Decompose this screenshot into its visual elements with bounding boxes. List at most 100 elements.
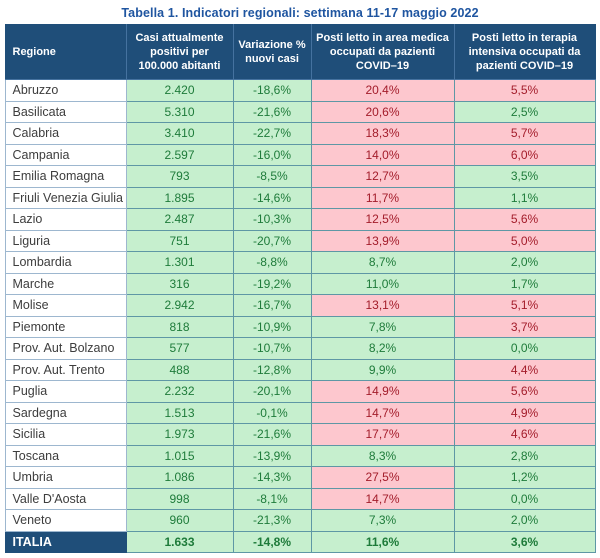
- value-cell-terapia-intensiva: 0,0%: [453, 487, 596, 510]
- region-name: Veneto: [4, 509, 127, 532]
- value-cell-terapia-intensiva: 1,7%: [453, 272, 596, 295]
- value-cell-casi: 1.301: [125, 251, 234, 274]
- value-cell-terapia-intensiva: 5,0%: [453, 229, 596, 252]
- table-title: Tabella 1. Indicatori regionali: settima…: [121, 6, 479, 20]
- value-cell-terapia-intensiva: 3,5%: [453, 165, 596, 188]
- regional-indicators-table: Regione Casi attualmente positivi per 100…: [4, 24, 596, 553]
- value-cell-area-medica: 11,0%: [310, 272, 455, 295]
- table-row: Valle D'Aosta 998 -8,1% 14,7% 0,0%: [4, 487, 596, 510]
- value-cell-variazione: -8,5%: [232, 165, 312, 188]
- value-cell-variazione: -8,8%: [232, 251, 312, 274]
- value-cell-terapia-intensiva: 5,1%: [453, 294, 596, 317]
- table-row: Umbria 1.086 -14,3% 27,5% 1,2%: [4, 466, 596, 489]
- value-cell-area-medica: 9,9%: [310, 358, 455, 381]
- value-cell-terapia-intensiva: 4,6%: [453, 423, 596, 446]
- value-cell-casi: 793: [125, 165, 234, 188]
- table-row: Prov. Aut. Trento 488 -12,8% 9,9% 4,4%: [4, 358, 596, 381]
- table-row: Molise 2.942 -16,7% 13,1% 5,1%: [4, 294, 596, 317]
- value-cell-terapia-intensiva: 6,0%: [453, 143, 596, 166]
- value-cell-terapia-intensiva: 4,4%: [453, 358, 596, 381]
- table-row: Campania 2.597 -16,0% 14,0% 6,0%: [4, 143, 596, 166]
- value-cell-variazione: -13,9%: [232, 444, 312, 467]
- region-name: Prov. Aut. Bolzano: [4, 337, 127, 360]
- value-cell-terapia-intensiva: 2,0%: [453, 251, 596, 274]
- value-cell-casi: 1.633: [125, 530, 234, 553]
- value-cell-area-medica: 11,7%: [310, 186, 455, 209]
- region-name: Sicilia: [4, 423, 127, 446]
- value-cell-casi: 488: [125, 358, 234, 381]
- value-cell-variazione: -10,9%: [232, 315, 312, 338]
- table-row: Sardegna 1.513 -0,1% 14,7% 4,9%: [4, 401, 596, 424]
- value-cell-casi: 5.310: [125, 100, 234, 123]
- value-cell-terapia-intensiva: 5,6%: [453, 208, 596, 231]
- column-header-area-medica: Posti letto in area medica occupati da p…: [310, 24, 455, 80]
- value-cell-area-medica: 20,4%: [310, 79, 455, 102]
- table-row: Liguria 751 -20,7% 13,9% 5,0%: [4, 229, 596, 252]
- value-cell-area-medica: 18,3%: [310, 122, 455, 145]
- value-cell-terapia-intensiva: 1,1%: [453, 186, 596, 209]
- column-header-casi: Casi attualmente positivi per 100.000 ab…: [125, 24, 234, 80]
- value-cell-variazione: -10,7%: [232, 337, 312, 360]
- value-cell-casi: 2.232: [125, 380, 234, 403]
- table-row: Veneto 960 -21,3% 7,3% 2,0%: [4, 509, 596, 532]
- header-row: Regione Casi attualmente positivi per 100…: [4, 24, 596, 80]
- value-cell-casi: 960: [125, 509, 234, 532]
- region-name: Prov. Aut. Trento: [4, 358, 127, 381]
- value-cell-variazione: -18,6%: [232, 79, 312, 102]
- region-name: Campania: [4, 143, 127, 166]
- value-cell-variazione: -21,6%: [232, 100, 312, 123]
- value-cell-variazione: -20,7%: [232, 229, 312, 252]
- table-row: Piemonte 818 -10,9% 7,8% 3,7%: [4, 315, 596, 338]
- value-cell-casi: 2.487: [125, 208, 234, 231]
- value-cell-area-medica: 14,7%: [310, 487, 455, 510]
- value-cell-terapia-intensiva: 0,0%: [453, 337, 596, 360]
- value-cell-casi: 818: [125, 315, 234, 338]
- value-cell-casi: 1.086: [125, 466, 234, 489]
- value-cell-terapia-intensiva: 2,0%: [453, 509, 596, 532]
- value-cell-area-medica: 13,9%: [310, 229, 455, 252]
- value-cell-terapia-intensiva: 2,8%: [453, 444, 596, 467]
- value-cell-variazione: -20,1%: [232, 380, 312, 403]
- region-name: Umbria: [4, 466, 127, 489]
- region-name: Emilia Romagna: [4, 165, 127, 188]
- table-row: Toscana 1.015 -13,9% 8,3% 2,8%: [4, 444, 596, 467]
- value-cell-area-medica: 14,0%: [310, 143, 455, 166]
- column-header-variazione: Variazione % nuovi casi: [232, 24, 312, 80]
- value-cell-casi: 998: [125, 487, 234, 510]
- column-header-terapia-intensiva: Posti letto in terapia intensiva occupat…: [453, 24, 596, 80]
- region-name: Lombardia: [4, 251, 127, 274]
- value-cell-variazione: -10,3%: [232, 208, 312, 231]
- value-cell-variazione: -22,7%: [232, 122, 312, 145]
- value-cell-area-medica: 14,7%: [310, 401, 455, 424]
- table-row: Basilicata 5.310 -21,6% 20,6% 2,5%: [4, 100, 596, 123]
- value-cell-casi: 3.410: [125, 122, 234, 145]
- value-cell-casi: 1.015: [125, 444, 234, 467]
- value-cell-terapia-intensiva: 5,5%: [453, 79, 596, 102]
- column-header-regione: Regione: [4, 24, 127, 80]
- value-cell-terapia-intensiva: 5,7%: [453, 122, 596, 145]
- table-row: Prov. Aut. Bolzano 577 -10,7% 8,2% 0,0%: [4, 337, 596, 360]
- value-cell-casi: 1.973: [125, 423, 234, 446]
- value-cell-area-medica: 17,7%: [310, 423, 455, 446]
- value-cell-variazione: -16,0%: [232, 143, 312, 166]
- total-row: ITALIA 1.633 -14,8% 11,6% 3,6%: [4, 530, 596, 553]
- value-cell-terapia-intensiva: 4,9%: [453, 401, 596, 424]
- value-cell-casi: 316: [125, 272, 234, 295]
- table-row: Friuli Venezia Giulia 1.895 -14,6% 11,7% 1,1…: [4, 186, 596, 209]
- value-cell-variazione: -0,1%: [232, 401, 312, 424]
- table-row: Abruzzo 2.420 -18,6% 20,4% 5,5%: [4, 79, 596, 102]
- region-name: Toscana: [4, 444, 127, 467]
- value-cell-area-medica: 27,5%: [310, 466, 455, 489]
- region-name: Basilicata: [4, 100, 127, 123]
- value-cell-area-medica: 12,5%: [310, 208, 455, 231]
- value-cell-area-medica: 7,8%: [310, 315, 455, 338]
- region-name: Lazio: [4, 208, 127, 231]
- table-row: Lombardia 1.301 -8,8% 8,7% 2,0%: [4, 251, 596, 274]
- region-name: Abruzzo: [4, 79, 127, 102]
- value-cell-casi: 2.942: [125, 294, 234, 317]
- value-cell-variazione: -8,1%: [232, 487, 312, 510]
- value-cell-area-medica: 8,3%: [310, 444, 455, 467]
- value-cell-variazione: -16,7%: [232, 294, 312, 317]
- value-cell-terapia-intensiva: 5,6%: [453, 380, 596, 403]
- value-cell-casi: 2.597: [125, 143, 234, 166]
